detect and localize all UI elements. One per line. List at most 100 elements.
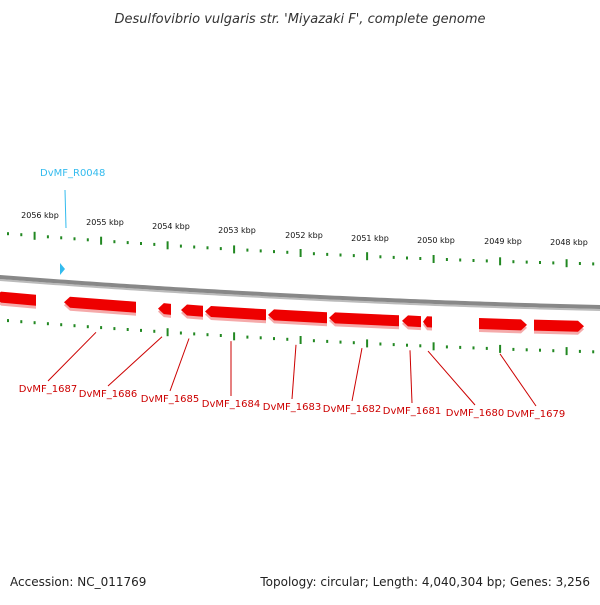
ruler-tick-top — [7, 232, 9, 236]
ruler-tick-top — [219, 247, 222, 251]
ruler-tick-bottom — [179, 331, 182, 335]
gene-label: DvMF_1683 — [263, 402, 321, 413]
gene-label: DvMF_1684 — [202, 399, 260, 410]
ruler-tick-top — [166, 241, 169, 250]
ruler-tick-top — [60, 236, 63, 240]
ruler-tick-top — [259, 249, 262, 253]
ruler-tick-bottom — [419, 344, 422, 348]
gene-label: DvMF_1687 — [19, 384, 77, 395]
gene-arrow — [534, 319, 584, 332]
kbp-label: 2052 kbp — [285, 231, 323, 240]
ruler-tick-bottom — [233, 332, 236, 341]
gene-label: DvMF_1679 — [507, 409, 565, 420]
ruler-tick-top — [233, 245, 236, 254]
ruler-tick-bottom — [539, 348, 541, 352]
ruler-tick-top — [339, 253, 342, 257]
gene-label-leader — [409, 350, 413, 404]
gene-arrow — [64, 296, 136, 313]
ruler-tick-bottom — [20, 320, 23, 324]
gene-arrow — [479, 318, 527, 331]
ruler-tick-top — [499, 257, 502, 266]
gene-arrow — [402, 315, 421, 328]
gene-arrow — [158, 303, 171, 315]
gene-label-leader — [291, 344, 297, 400]
ruler-tick-top — [552, 261, 555, 265]
gene-label: DvMF_1681 — [383, 406, 441, 417]
kbp-label: 2048 kbp — [550, 238, 588, 247]
ruler-tick-top — [352, 254, 355, 258]
kbp-label: 2051 kbp — [351, 234, 389, 243]
rna-track: DvMF_R0048 — [40, 168, 105, 275]
ruler-tick-bottom — [113, 327, 116, 331]
ruler-labels: 2056 kbp 2055 kbp 2054 kbp 2053 kbp 2052 kbp… — [21, 211, 588, 247]
gene-label: DvMF_1680 — [446, 408, 504, 419]
ruler-tick-bottom — [206, 333, 209, 337]
gene-arrow — [329, 312, 399, 327]
ruler-tick-bottom — [392, 343, 395, 347]
ruler-tick-top — [312, 252, 315, 256]
ruler-tick-bottom — [472, 346, 475, 350]
kbp-label: 2050 kbp — [417, 236, 455, 245]
gene-arrow — [268, 309, 327, 324]
ruler-tick-bottom — [406, 343, 408, 347]
ruler-tick-top — [326, 252, 329, 256]
ruler-tick-bottom — [445, 345, 448, 349]
ruler-tick-top — [445, 258, 448, 261]
ruler-tick-bottom — [592, 350, 595, 354]
ruler-tick-top — [153, 242, 156, 246]
kbp-label: 2055 kbp — [86, 218, 124, 227]
kbp-label: 2053 kbp — [218, 226, 256, 235]
ruler-tick-top — [193, 245, 196, 249]
ruler-tick-bottom — [459, 345, 462, 349]
gene-label-leader — [351, 348, 363, 402]
ruler-tick-top — [20, 233, 23, 237]
kbp-label: 2054 kbp — [152, 222, 190, 231]
ruler-tick-bottom — [299, 336, 302, 344]
gene-arrow — [423, 316, 432, 328]
ruler-tick-bottom — [33, 321, 36, 325]
ruler-tick-bottom — [432, 342, 435, 351]
ruler-tick-top — [246, 248, 249, 252]
gene-label-leader — [107, 336, 163, 387]
ruler-tick-bottom — [273, 337, 275, 341]
gene-arrow — [181, 304, 203, 317]
ruler-tick-top — [565, 259, 568, 268]
ruler-tick-top — [273, 250, 275, 254]
gene-label: DvMF_1686 — [79, 389, 137, 400]
ruler-tick-bottom — [60, 323, 63, 327]
gene-label-leader — [47, 331, 97, 382]
ruler-tick-top — [539, 261, 541, 264]
gene-arrow — [205, 306, 266, 321]
ruler-tick-top — [126, 241, 129, 245]
ruler-tick-top — [73, 237, 76, 241]
ruler-tick-top — [419, 257, 422, 260]
accession-text: Accession: NC_011769 — [10, 575, 146, 589]
gene-label-leader — [499, 353, 537, 407]
genome-backbone — [0, 274, 600, 310]
ruler-ticks-top — [7, 231, 595, 268]
ruler-tick-bottom — [286, 337, 289, 341]
ruler-tick-top — [512, 260, 515, 264]
ruler-tick-bottom — [379, 342, 382, 346]
ruler-tick-bottom — [352, 341, 355, 345]
ruler-tick-bottom — [7, 319, 9, 323]
ruler-tick-bottom — [46, 322, 49, 326]
ruler-tick-bottom — [166, 328, 169, 337]
ruler-tick-bottom — [246, 335, 249, 339]
ruler-tick-bottom — [499, 344, 502, 353]
map-title: Desulfovibrio vulgaris str. 'Miyazaki F'… — [114, 12, 485, 27]
ruler-tick-bottom — [366, 339, 369, 348]
ruler-tick-top — [578, 262, 581, 265]
ruler-tick-bottom — [140, 328, 142, 332]
ruler-tick-bottom — [219, 334, 222, 337]
ruler-tick-bottom — [86, 325, 89, 329]
ruler-tick-top — [432, 255, 435, 263]
gene-label-leader — [427, 350, 476, 406]
ruler-tick-bottom — [312, 339, 315, 343]
summary-text: Topology: circular; Length: 4,040,304 bp… — [259, 575, 590, 589]
ruler-tick-top — [286, 250, 289, 254]
kbp-label: 2056 kbp — [21, 211, 59, 220]
gene-labels: DvMF_1687 DvMF_1686 DvMF_1685 DvMF_1684 DvMF… — [19, 331, 565, 420]
